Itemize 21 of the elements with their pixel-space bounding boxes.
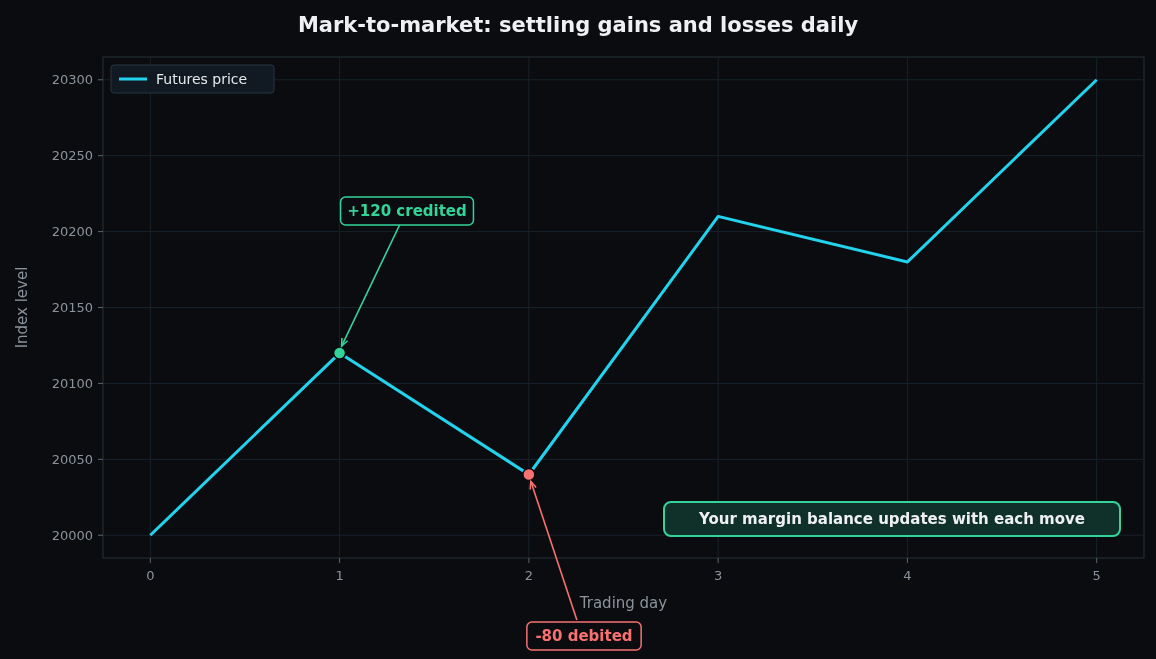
annotation: -80 debited [535,627,633,646]
chart-title: Mark-to-market: settling gains and losses daily [297,13,859,37]
x-tick-label: 1 [335,568,344,583]
y-tick-label: 20100 [51,375,93,391]
y-axis-title: Index level [13,266,31,349]
y-tick-label: 20000 [51,527,93,543]
x-axis-title: Trading day [578,594,668,612]
y-tick-label: 20300 [51,72,93,88]
x-tick-label: 4 [903,568,912,583]
x-tick-label: 5 [1092,568,1101,583]
x-tick-label: 3 [714,568,723,583]
y-tick-label: 20150 [51,300,93,316]
annotation: +120 credited [347,202,467,221]
note-box: Your margin balance updates with each move [663,501,1121,537]
x-tick-label: 0 [146,568,155,583]
legend-label: Futures price [156,70,248,87]
annotation: Your margin balance updates with each move [698,510,1085,529]
y-tick-label: 20050 [51,451,93,467]
y-tick-label: 20250 [51,148,93,164]
y-tick-label: 20200 [51,224,93,240]
x-tick-label: 2 [524,568,533,583]
